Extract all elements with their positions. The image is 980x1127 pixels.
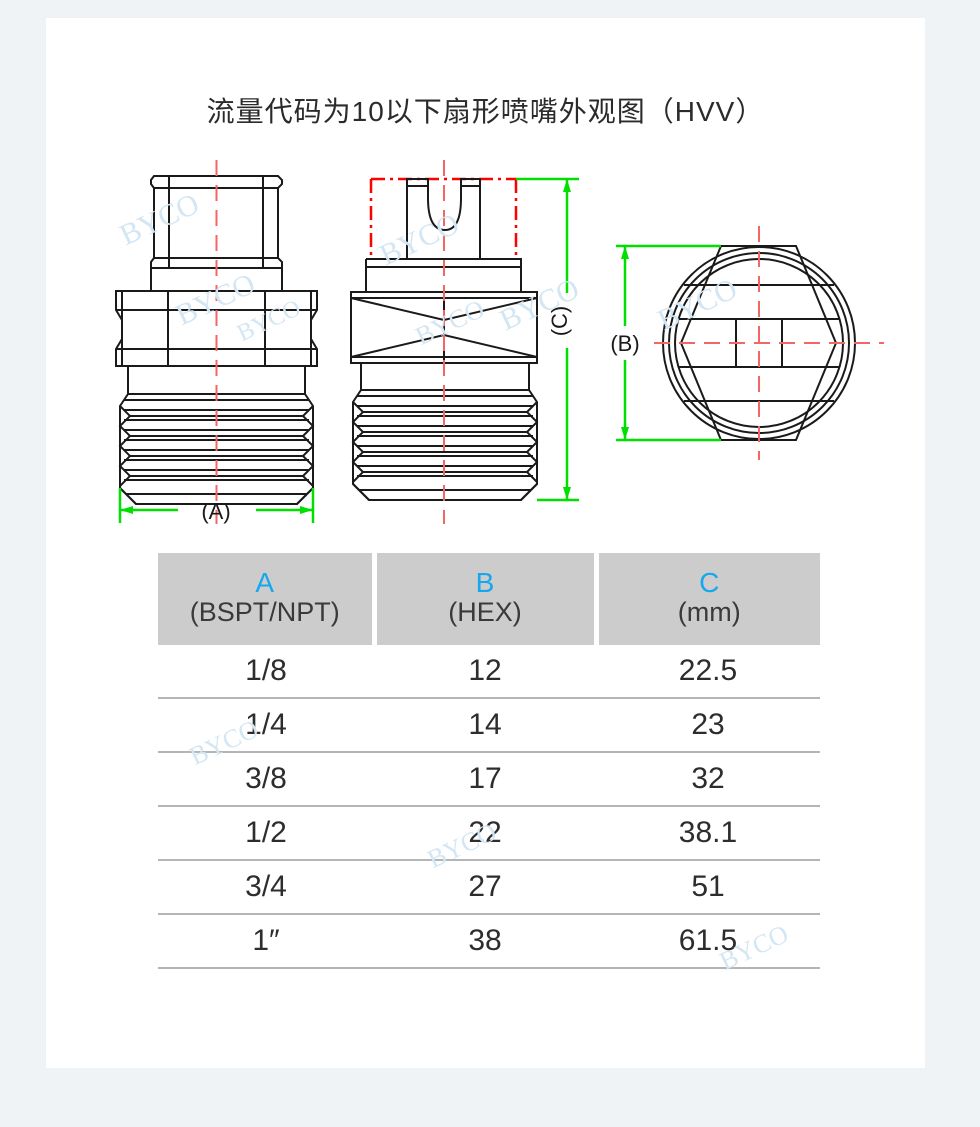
column-letter-b: B: [475, 566, 495, 598]
content-card: 流量代码为10以下扇形喷嘴外观图（HVV）: [46, 18, 925, 1068]
cell-c: 22.5: [596, 645, 820, 699]
front-view-svg: (A): [115, 160, 318, 524]
cell-b: 27: [374, 860, 596, 915]
dimension-b: [616, 244, 721, 442]
cell-b: 22: [374, 806, 596, 861]
cell-c: 32: [596, 752, 820, 807]
cell-a: 1/8: [158, 645, 374, 699]
cell-c: 61.5: [596, 914, 820, 969]
column-sub-a: (BSPT/NPT): [189, 597, 340, 628]
dimension-b-label: (B): [610, 331, 639, 356]
drawing-area: (A): [46, 158, 925, 538]
table-row: 3/8 17 32: [158, 752, 820, 807]
cell-a: 1″: [158, 914, 374, 969]
column-letter-a: A: [255, 566, 275, 598]
column-sub-c: (mm): [677, 597, 741, 628]
column-letter-c: C: [699, 566, 720, 598]
cell-a: 3/8: [158, 752, 374, 807]
dimension-c: [516, 177, 579, 502]
column-header-a: A (BSPT/NPT): [158, 553, 377, 645]
table-row: 1″ 38 61.5: [158, 914, 820, 969]
spec-table-container: A (BSPT/NPT) B (HEX) C (mm) 1/8 1: [158, 553, 820, 976]
front-view: (A): [106, 158, 386, 533]
table-row: 3/4 27 51: [158, 860, 820, 915]
cell-b: 14: [374, 698, 596, 753]
cell-c: 38.1: [596, 806, 820, 861]
cell-c: 51: [596, 860, 820, 915]
column-header-b: B (HEX): [371, 553, 599, 645]
end-view-svg: (B): [610, 226, 884, 460]
cell-b: 38: [374, 914, 596, 969]
cell-a: 3/4: [158, 860, 374, 915]
table-header-row: A (BSPT/NPT) B (HEX) C (mm): [158, 553, 820, 645]
dimension-a-label: (A): [201, 499, 230, 524]
table-row: 1/8 12 22.5: [158, 645, 820, 699]
cell-a: 1/2: [158, 806, 374, 861]
table-row: 1/4 14 23: [158, 698, 820, 753]
cell-a: 1/4: [158, 698, 374, 753]
table-row: 1/2 22 38.1: [158, 806, 820, 861]
cell-c: 23: [596, 698, 820, 753]
dimension-a: [118, 488, 315, 523]
column-header-c: C (mm): [593, 553, 820, 645]
side-view: (C): [341, 158, 631, 533]
phantom-outline: [369, 177, 518, 259]
end-view: (B): [596, 218, 896, 473]
side-view-svg: (C): [350, 160, 579, 524]
spec-table: A (BSPT/NPT) B (HEX) C (mm) 1/8 1: [158, 553, 820, 969]
cell-b: 17: [374, 752, 596, 807]
dimension-c-label: (C): [547, 306, 572, 337]
page-title: 流量代码为10以下扇形喷嘴外观图（HVV）: [206, 96, 765, 127]
cell-b: 12: [374, 645, 596, 699]
column-sub-b: (HEX): [448, 597, 522, 628]
